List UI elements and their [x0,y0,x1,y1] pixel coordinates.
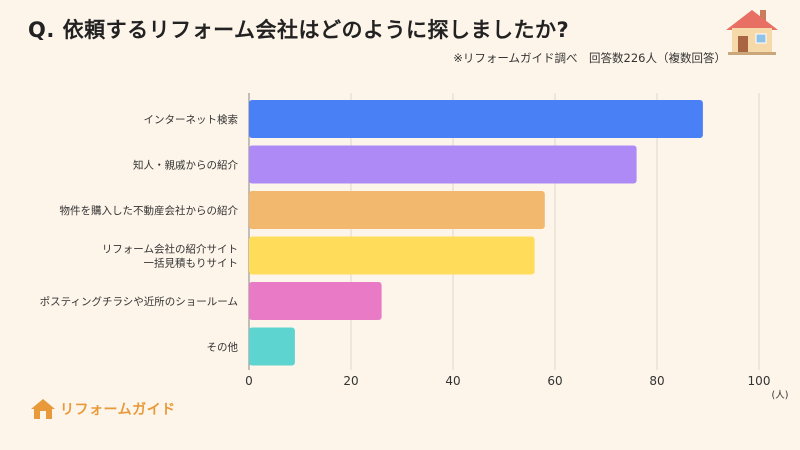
bar [249,145,637,184]
category-label: インターネット検索 [144,113,239,126]
bar [249,191,545,229]
x-tick-label: 60 [547,374,562,388]
x-tick-label: 0 [245,374,253,388]
category-label: ポスティングチラシや近所のショールーム [40,295,238,308]
x-tick-label: 40 [445,374,460,388]
x-tick-label: 100 [748,374,771,388]
bar [249,100,703,138]
unit-label: (人) [772,390,789,401]
house-icon [726,10,778,55]
x-axis-ticks: 0 20 40 60 80 100 [245,374,770,388]
category-label: 知人・親戚からの紹介 [133,159,238,172]
category-label: その他 [207,341,239,354]
survey-note: ※リフォームガイド調べ 回答数226人（複数回答） [453,51,726,65]
brand-logo: リフォームガイド [30,398,176,420]
bar [249,327,295,366]
category-label: 物件を購入した不動産会社からの紹介 [60,204,239,217]
brand-name: リフォームガイド [60,402,176,418]
house-logo-icon [31,399,55,419]
x-tick-label: 20 [343,374,358,388]
category-labels: インターネット検索知人・親戚からの紹介物件を購入した不動産会社からの紹介リフォー… [40,113,239,354]
bar [249,236,535,275]
category-label: 一括見積もりサイト [144,257,239,270]
category-label: リフォーム会社の紹介サイト [102,243,238,256]
page-title: Q. 依頼するリフォーム会社はどのように探しましたか? [28,18,570,42]
bars [249,100,703,366]
grid-lines [248,93,760,370]
x-tick-label: 80 [649,374,664,388]
bar [249,282,382,320]
